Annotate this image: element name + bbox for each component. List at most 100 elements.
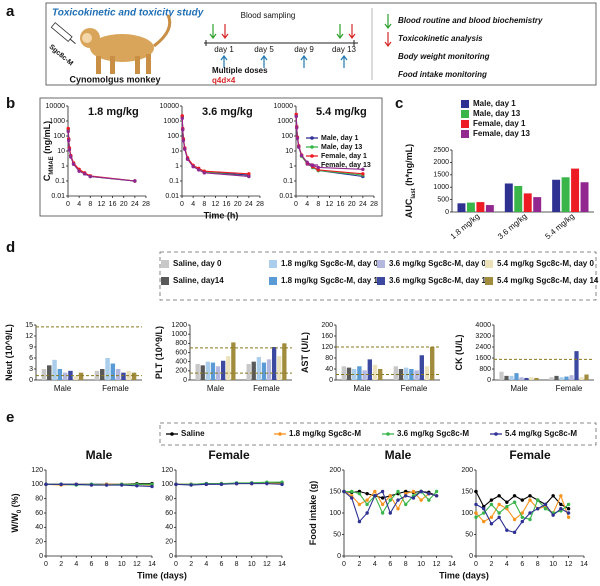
y-axis-label-part: W/W — [10, 513, 20, 533]
data-point — [150, 484, 154, 489]
y-tick-label: 0.1 — [169, 178, 179, 185]
data-point — [505, 528, 509, 532]
y-tick-label: 100 — [329, 510, 341, 517]
y-tick-label: 60 — [165, 510, 173, 517]
data-point — [388, 498, 392, 502]
bar — [215, 366, 221, 380]
bar — [57, 369, 63, 380]
data-point — [66, 126, 70, 131]
data-point — [536, 507, 540, 511]
data-point — [497, 494, 501, 498]
x-tick-label: 2 — [357, 561, 361, 568]
y-tick-label: 0 — [445, 209, 449, 216]
chart-title: Female — [509, 448, 551, 462]
data-point — [434, 494, 439, 498]
monkey — [80, 14, 172, 74]
y-tick-label: 800 — [479, 366, 491, 373]
data-point — [120, 483, 124, 487]
chart-title: 1.8 mg/kg — [88, 106, 139, 118]
legend-frame — [159, 422, 597, 446]
green-arrow — [336, 24, 344, 39]
bar — [272, 347, 277, 380]
data-point — [189, 483, 193, 487]
data-point — [66, 129, 70, 134]
x-tick-label: 12 — [326, 201, 334, 208]
bar — [424, 366, 430, 380]
y-axis-label-part: MMAE — [49, 156, 55, 174]
y-tick-label: 0 — [487, 377, 491, 384]
x-tick-label: 24 — [245, 201, 253, 208]
x-tick-label: 10 — [417, 561, 425, 568]
data-point — [566, 507, 571, 511]
y-tick-label: 600 — [175, 349, 187, 356]
x-tick-label: 6 — [219, 561, 223, 568]
data-point — [135, 484, 139, 488]
data-point — [388, 511, 392, 515]
y-tick-label: 0.1 — [55, 178, 65, 185]
legend-text: Blood routine and blood biochemistry — [398, 16, 543, 25]
y-tick-label: 160 — [321, 333, 333, 340]
y-axis-label-part: (%) — [10, 493, 20, 510]
x-tick-label: 8 — [88, 201, 92, 208]
dosing-label: Multiple doses — [212, 66, 268, 75]
bar — [362, 370, 367, 380]
y-tick-label: 4000 — [475, 322, 491, 329]
data-point — [59, 482, 63, 487]
animal-label: Cynomolgus monkey — [69, 74, 160, 84]
x-tick-label: 8 — [404, 561, 408, 568]
y-tick-label: 3200 — [475, 333, 491, 340]
bar — [341, 366, 346, 380]
data-point — [512, 530, 517, 535]
x-tick-label: 4 — [77, 201, 81, 208]
bar — [78, 372, 84, 380]
legend-text: Toxicokinetic analysis — [398, 34, 483, 43]
monkey-leg — [146, 54, 151, 74]
legend-swatch — [310, 136, 314, 140]
day-label: day 5 — [254, 45, 274, 54]
bar — [346, 367, 352, 380]
data-point — [180, 128, 185, 132]
data-point — [411, 489, 416, 494]
bar — [226, 356, 231, 380]
x-tick-label: 0 — [342, 561, 346, 568]
data-point — [316, 165, 320, 170]
series-line — [67, 128, 135, 182]
x-tick-label: Female — [401, 384, 428, 393]
bar — [580, 182, 589, 212]
data-point — [396, 498, 400, 502]
y-tick-label: 10000 — [160, 103, 180, 110]
data-point — [396, 507, 400, 511]
data-point — [294, 114, 298, 119]
x-tick-label: 8 — [105, 561, 109, 568]
x-axis-label: Time (days) — [439, 570, 489, 580]
syringe-needle — [69, 38, 76, 45]
y-tick-label: 200 — [175, 368, 187, 375]
y-axis-label-part: last — [411, 188, 417, 198]
legend-label: 5.4 mg/kg Sgc8c-M, day 14 — [497, 276, 599, 285]
y-tick-label: 1000 — [49, 118, 65, 125]
data-point — [559, 507, 563, 511]
y-tick-label: 0.01 — [165, 193, 179, 200]
x-tick-label: 14 — [278, 561, 286, 568]
y-tick-label: 40 — [165, 524, 173, 531]
chart-title: Male — [385, 448, 412, 462]
monkey-face — [82, 33, 92, 43]
syringe-barrel — [50, 22, 73, 43]
bar — [504, 375, 509, 380]
panel-a-frame — [45, 2, 597, 86]
x-tick-label: 12 — [433, 561, 441, 568]
bar — [564, 376, 569, 380]
y-tick-label: 2400 — [475, 344, 491, 351]
data-point — [566, 511, 571, 515]
monkey-leg — [135, 56, 140, 74]
data-point — [419, 498, 423, 502]
x-tick-label: 12 — [98, 201, 106, 208]
bar — [246, 363, 251, 380]
panel-b-frame — [39, 97, 383, 217]
y-tick-label: 1 — [289, 163, 293, 170]
y-tick-label: 1000 — [163, 118, 179, 125]
bar — [559, 377, 564, 380]
legend-swatch — [269, 260, 277, 268]
bar — [533, 197, 542, 212]
bar — [205, 361, 210, 380]
